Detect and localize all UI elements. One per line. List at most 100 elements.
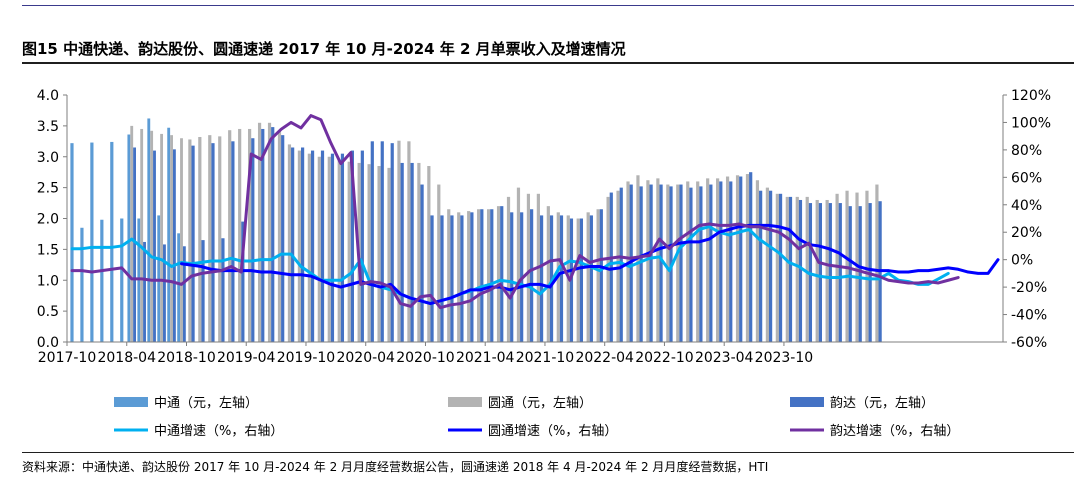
bar-2-32 bbox=[390, 143, 394, 342]
bar-1-77 bbox=[835, 193, 839, 342]
bar-2-52 bbox=[589, 215, 593, 342]
bar-1-35 bbox=[417, 162, 421, 342]
bar-2-15 bbox=[221, 238, 225, 342]
bar-1-7 bbox=[140, 128, 144, 342]
bar-2-39 bbox=[460, 215, 464, 342]
bar-2-9 bbox=[163, 244, 166, 342]
bar-2-18 bbox=[251, 138, 255, 342]
bar-2-16 bbox=[231, 141, 235, 342]
y-left-tick-label: 1.0 bbox=[37, 273, 59, 289]
bar-2-7 bbox=[143, 241, 146, 342]
series-line-3 bbox=[70, 225, 950, 306]
line-group bbox=[70, 114, 1000, 310]
bar-2-19 bbox=[261, 128, 265, 342]
x-tick-label: 2019-10 bbox=[277, 350, 336, 366]
bar-1-33 bbox=[397, 140, 401, 342]
bar-1-17 bbox=[238, 128, 242, 342]
bar-1-73 bbox=[795, 196, 799, 342]
bar-2-56 bbox=[629, 184, 633, 342]
bar-2-76 bbox=[828, 203, 832, 342]
bar-1-81 bbox=[875, 184, 879, 342]
x-tick-label: 2022-04 bbox=[575, 350, 634, 366]
bar-2-14 bbox=[211, 143, 215, 342]
bar-2-55 bbox=[619, 187, 623, 343]
bar-2-31 bbox=[380, 141, 384, 342]
bar-2-62 bbox=[689, 187, 693, 343]
bar-1-58 bbox=[646, 180, 650, 342]
bar-1-79 bbox=[855, 192, 859, 342]
bar-2-70 bbox=[769, 190, 773, 342]
legend-label-4: 圆通增速（%，右轴） bbox=[488, 424, 617, 439]
bar-1-40 bbox=[467, 211, 471, 342]
y-left-tick-label: 0.5 bbox=[37, 304, 59, 320]
bar-2-40 bbox=[470, 212, 474, 342]
bar-1-20 bbox=[267, 122, 272, 342]
bar-2-34 bbox=[410, 162, 414, 342]
legend-label-5: 韵达增速（%，右轴） bbox=[830, 424, 959, 439]
bar-2-37 bbox=[440, 215, 444, 342]
bar-1-51 bbox=[576, 218, 580, 342]
bar-2-12 bbox=[191, 145, 195, 342]
bar-1-13 bbox=[198, 136, 202, 342]
bar-2-30 bbox=[370, 141, 374, 342]
legend: 中通（元，左轴） 圆通（元，左轴） 韵达（元，左轴） 中通增速（%，右轴） 圆通增速（%… bbox=[114, 396, 959, 439]
bar-1-38 bbox=[447, 209, 451, 342]
bar-2-67 bbox=[739, 176, 743, 342]
y-left-tick-label: 0.0 bbox=[37, 335, 59, 351]
bar-1-46 bbox=[526, 193, 531, 342]
bar-2-75 bbox=[818, 203, 822, 342]
bar-1-67 bbox=[735, 175, 740, 342]
bar-1-31 bbox=[377, 166, 381, 342]
bar-2-72 bbox=[788, 196, 793, 342]
y-left-tick-label: 2.5 bbox=[37, 181, 59, 197]
bar-2-36 bbox=[430, 215, 434, 342]
bar-2-29 bbox=[360, 150, 364, 342]
x-tick-label: 2019-04 bbox=[217, 350, 276, 366]
legend-swatch-0 bbox=[114, 397, 148, 407]
bar-0-2 bbox=[90, 142, 94, 342]
bar-2-8 bbox=[153, 150, 156, 342]
bar-0-4 bbox=[110, 141, 114, 342]
bar-1-63 bbox=[696, 181, 700, 342]
bar-1-52 bbox=[586, 212, 590, 342]
y-right-tick-label: -40% bbox=[1011, 308, 1047, 324]
bar-1-66 bbox=[725, 176, 730, 342]
x-tick-label: 2018-04 bbox=[97, 350, 156, 366]
bar-2-57 bbox=[639, 186, 643, 342]
bar-1-25 bbox=[317, 156, 321, 342]
bar-0-10 bbox=[167, 127, 171, 342]
bar-1-62 bbox=[686, 181, 690, 342]
bar-0-6 bbox=[127, 134, 131, 342]
y-left-tick-label: 2.0 bbox=[37, 212, 59, 228]
y-right-tick-label: 40% bbox=[1011, 198, 1042, 214]
bar-1-28 bbox=[347, 161, 351, 342]
bar-2-33 bbox=[400, 162, 404, 342]
bar-2-66 bbox=[729, 181, 733, 342]
bar-0-11 bbox=[177, 233, 181, 342]
bar-1-10 bbox=[170, 135, 173, 342]
bar-0-9 bbox=[157, 215, 161, 342]
bar-2-69 bbox=[759, 190, 763, 342]
bar-0-1 bbox=[80, 227, 84, 342]
bar-2-17 bbox=[241, 221, 245, 342]
bar-2-79 bbox=[858, 206, 862, 342]
bar-1-53 bbox=[596, 209, 600, 342]
bar-2-21 bbox=[281, 135, 285, 342]
bar-1-18 bbox=[248, 128, 252, 342]
x-tick-label: 2022-10 bbox=[635, 350, 694, 366]
bar-2-46 bbox=[530, 209, 534, 342]
bar-1-59 bbox=[656, 178, 660, 342]
bar-group bbox=[70, 118, 882, 343]
bar-2-77 bbox=[838, 203, 842, 342]
bar-1-69 bbox=[755, 180, 760, 342]
bar-2-25 bbox=[320, 150, 325, 342]
y-right-tick-label: 60% bbox=[1011, 170, 1042, 186]
bar-1-16 bbox=[228, 130, 232, 342]
bar-1-36 bbox=[427, 166, 431, 342]
bar-1-44 bbox=[506, 196, 511, 342]
bar-2-51 bbox=[579, 218, 584, 342]
bar-1-22 bbox=[287, 144, 292, 342]
bar-2-61 bbox=[679, 184, 683, 342]
x-tick-label: 2020-04 bbox=[336, 350, 395, 366]
bar-2-42 bbox=[490, 209, 494, 342]
